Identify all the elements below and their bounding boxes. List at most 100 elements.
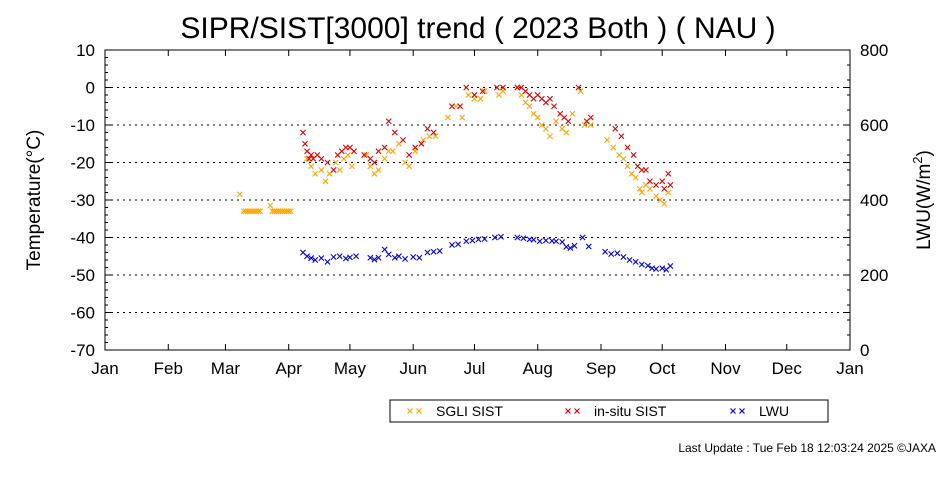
legend-box: [389, 399, 829, 423]
data-point: [638, 261, 645, 268]
data-point: [661, 185, 668, 192]
data-point: [406, 152, 413, 158]
y-tick-label-left: -10: [70, 116, 95, 135]
data-point: [381, 155, 388, 162]
data-point: [659, 265, 666, 272]
data-point: [577, 88, 584, 95]
data-point: [455, 241, 462, 248]
data-point: [579, 234, 586, 241]
data-point: [563, 243, 570, 250]
data-point: [391, 254, 398, 261]
data-point: [430, 248, 437, 255]
data-point: [493, 84, 500, 91]
data-point: [665, 170, 672, 177]
data-point: [612, 125, 619, 132]
data-point: [542, 237, 549, 244]
data-point: [391, 129, 398, 136]
data-point: [344, 152, 351, 158]
x-tick-label: Jan: [91, 359, 118, 378]
data-point: [534, 114, 541, 121]
data-point: [626, 257, 633, 263]
legend-marker: [574, 408, 580, 414]
data-point: [332, 159, 339, 166]
y-tick-label-right: 200: [860, 266, 888, 285]
data-point: [620, 254, 627, 260]
legend-label: SGLI SIST: [436, 403, 503, 419]
data-point: [661, 200, 668, 207]
data-point: [585, 243, 592, 250]
data-point: [410, 254, 417, 260]
data-point: [644, 262, 651, 269]
data-point: [448, 103, 455, 110]
data-point: [618, 133, 625, 140]
data-point: [406, 163, 413, 170]
data-point: [375, 254, 382, 261]
data-point: [330, 254, 337, 260]
data-point: [400, 137, 406, 143]
data-point: [471, 92, 478, 98]
data-point: [497, 233, 504, 240]
data-point: [653, 182, 660, 188]
data-point: [457, 103, 464, 110]
data-point: [536, 238, 543, 245]
data-point: [638, 189, 645, 196]
data-point: [546, 95, 553, 102]
data-point: [481, 236, 488, 242]
data-point: [267, 202, 274, 209]
data-point: [424, 125, 431, 132]
legend-marker: [407, 408, 413, 414]
data-point: [444, 114, 451, 121]
data-point: [318, 155, 325, 162]
data-point: [571, 242, 578, 249]
data-point: [636, 185, 643, 192]
data-point: [620, 155, 627, 162]
data-point: [575, 84, 582, 91]
data-point: [424, 249, 431, 256]
data-point: [477, 95, 484, 102]
data-point: [604, 137, 611, 143]
data-point: [312, 257, 319, 263]
data-point: [642, 167, 649, 173]
data-point: [530, 236, 537, 243]
data-point: [299, 129, 306, 136]
data-point: [479, 88, 486, 95]
x-tick-label: Nov: [710, 359, 741, 378]
data-point: [336, 167, 343, 173]
data-point: [432, 133, 439, 140]
y-axis-label-right: LWU(W/m2): [910, 150, 935, 250]
grid-lines: [105, 87, 850, 313]
x-tick-label: Mar: [211, 359, 241, 378]
x-tick-label: Dec: [772, 359, 803, 378]
x-axis: Jan Feb Mar Apr May Jun Jul Aug Sep Oct Nov Dec Jan: [91, 50, 864, 378]
data-point: [308, 152, 315, 158]
data-point: [318, 167, 325, 173]
data-point: [351, 148, 358, 155]
data-point: [459, 114, 466, 121]
data-point: [330, 167, 337, 173]
y-tick-label-left: -70: [70, 341, 95, 360]
y-tick-label-left: 0: [86, 79, 95, 98]
data-point: [520, 235, 527, 242]
data-point: [667, 182, 674, 188]
data-point: [632, 258, 639, 265]
data-point: [381, 144, 388, 151]
y-tick-label-left: 10: [76, 41, 95, 60]
x-tick-label: Apr: [275, 359, 302, 378]
data-point: [255, 208, 262, 215]
data-point: [389, 148, 396, 155]
data-point: [500, 84, 507, 91]
data-point: [257, 208, 264, 215]
data-point: [463, 84, 470, 91]
data-point: [630, 152, 637, 158]
data-point: [285, 208, 292, 215]
legend-marker: [565, 408, 571, 414]
data-point: [361, 152, 368, 158]
data-point: [491, 234, 498, 241]
data-point: [346, 254, 353, 261]
data-point: [614, 250, 621, 257]
data-point: [430, 129, 437, 136]
data-point: [371, 159, 378, 166]
data-point: [367, 254, 374, 261]
plot-frame: [104, 49, 851, 351]
